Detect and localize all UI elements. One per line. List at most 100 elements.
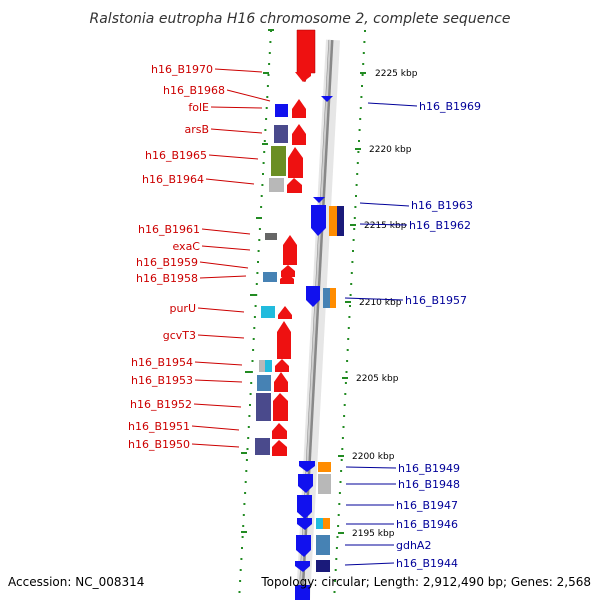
gene-label: h16_B1949 (398, 462, 460, 475)
gene-label: h16_B1970 (151, 63, 213, 76)
guide-dot (345, 371, 348, 373)
guide-dot (253, 327, 256, 329)
guide-dot (248, 415, 251, 417)
guide-dot (250, 382, 253, 384)
guide-dot (265, 107, 268, 109)
guide-dot (338, 503, 341, 505)
guide-dot (244, 481, 247, 483)
scale-label: 2210 kbp (359, 298, 402, 308)
guide-dot (260, 206, 263, 208)
gene-arrow (292, 124, 306, 145)
gene-arrow (321, 96, 333, 102)
guide-dot (243, 503, 246, 505)
guide-dot (250, 371, 253, 373)
guide-dot (360, 96, 363, 98)
gene-label: folE (188, 101, 209, 114)
guide-dot (341, 437, 344, 439)
guide-dot (343, 404, 346, 406)
gene-label: h16_B1961 (138, 223, 200, 236)
gene-label: h16_B1950 (128, 438, 190, 451)
gene-arrow (272, 423, 287, 439)
reverse-strand-genes (295, 96, 333, 600)
guide-dot (358, 140, 360, 142)
guide-dot (335, 547, 338, 549)
guide-dot (267, 74, 270, 76)
gene-arrow (295, 72, 311, 82)
guide-dot (257, 261, 259, 263)
guide-dot (356, 162, 359, 164)
guide-dot (239, 580, 242, 582)
guide-dot (268, 52, 271, 54)
gene-label: h16_B1954 (131, 356, 193, 369)
guide-dot (266, 96, 269, 98)
scale-label: 2205 kbp (356, 374, 399, 384)
guide-dot (249, 393, 252, 395)
guide-dot (363, 41, 366, 43)
gene-arrow (306, 286, 320, 307)
guide-dot (340, 459, 343, 461)
scale-label: 2200 kbp (352, 452, 395, 462)
guide-dot (241, 536, 244, 538)
reverse-cog-boxes (316, 206, 344, 572)
guide-dot (258, 239, 261, 241)
gene-label: h16_B1959 (136, 256, 198, 269)
guide-dot (268, 63, 271, 65)
gene-label: h16_B1947 (396, 499, 458, 512)
guide-dot (344, 382, 347, 384)
guide-dot (358, 129, 361, 131)
gene-arrow (295, 585, 310, 600)
guide-dot (356, 173, 359, 175)
guide-dot (258, 228, 261, 230)
gene-arrow (272, 440, 287, 456)
guide-dot (350, 272, 353, 274)
guide-dot (240, 558, 243, 560)
gene-arrow (283, 235, 297, 265)
left-gene-labels: h16_B1970 h16_B1968 folE arsB h16_B1965 … (128, 63, 271, 451)
gene-label: h16_B1965 (145, 149, 207, 162)
gene-arrow (313, 197, 325, 203)
guide-dot (334, 580, 337, 582)
guide-dot (262, 173, 264, 175)
gene-arrow (281, 265, 295, 277)
guide-dot (255, 283, 258, 285)
guide-dot (336, 536, 339, 538)
gene-arrow (298, 474, 313, 493)
guide-dot (255, 294, 258, 296)
guide-dot (347, 338, 350, 340)
forward-strand-genes (272, 29, 316, 456)
guide-dot (260, 195, 263, 197)
guide-dot (362, 52, 365, 54)
gene-label: gcvT3 (163, 329, 196, 342)
tick-marks (241, 29, 274, 533)
guide-dot (344, 393, 347, 395)
guide-dot (249, 404, 251, 406)
gene-arrow (295, 561, 310, 572)
guide-dot (341, 448, 344, 450)
gene-label: h16_B1953 (131, 374, 193, 387)
gene-label: arsB (184, 123, 209, 136)
guide-dot (352, 239, 355, 241)
guide-dot (247, 426, 250, 428)
guide-dot (340, 470, 343, 472)
guide-dot (353, 217, 356, 219)
guide-dot (364, 30, 366, 32)
topology-text: Topology: circular; Length: 2,912,490 bp… (260, 575, 591, 589)
map-title: Ralstonia eutropha H16 chromosome 2, com… (90, 11, 511, 27)
guide-dot (359, 118, 362, 120)
guide-dot (252, 349, 255, 351)
guide-dot (263, 140, 266, 142)
guide-dot (349, 294, 352, 296)
guide-dot (361, 74, 364, 76)
guide-dot (350, 283, 353, 285)
guide-dot (269, 41, 272, 43)
guide-dot (357, 151, 360, 153)
guide-dot (353, 228, 356, 230)
guide-dot (264, 129, 267, 131)
gene-arrow (274, 372, 288, 392)
guide-dot (241, 547, 243, 549)
guide-dot (257, 250, 260, 252)
gene-arrow (297, 518, 312, 530)
gene-arrow (299, 461, 315, 472)
scale-label: 2220 kbp (369, 145, 412, 155)
guide-dot (261, 184, 264, 186)
